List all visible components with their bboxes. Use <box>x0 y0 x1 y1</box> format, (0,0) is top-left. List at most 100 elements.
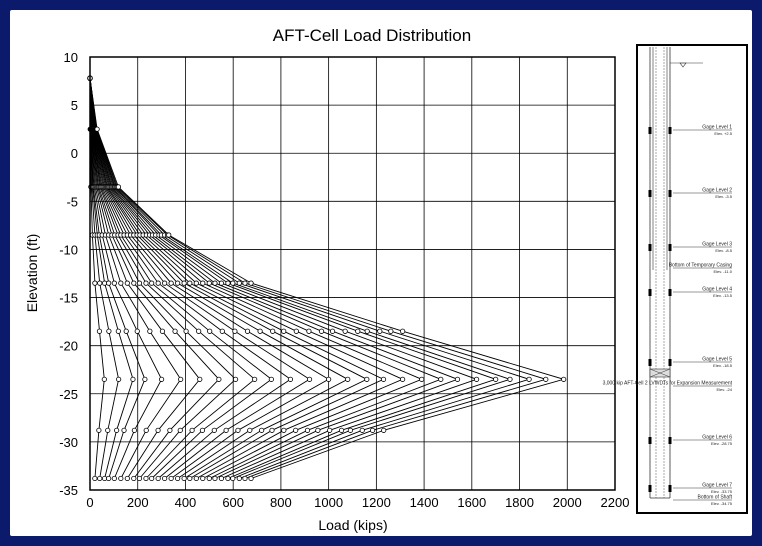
data-point <box>526 376 532 382</box>
data-point <box>167 427 173 433</box>
data-point <box>118 475 124 482</box>
x-tick-label: 0 <box>86 495 93 510</box>
y-tick-label: 5 <box>71 98 78 113</box>
data-point <box>244 328 251 334</box>
data-point <box>131 475 137 482</box>
data-point <box>149 475 155 482</box>
gage-label: Bottom of Temporary Casing <box>669 263 732 269</box>
data-point <box>136 280 143 286</box>
data-point <box>143 427 149 433</box>
x-tick-labels: 0 200 400 600 800 1000 1200 1400 1600 1800 2000 220… <box>86 495 629 510</box>
gage-mark <box>648 485 652 492</box>
figure-frame: AFT-Cell Load Distribution 0 200 400 600 800… <box>10 10 752 536</box>
data-point <box>259 427 265 433</box>
data-point <box>493 376 499 382</box>
data-point <box>155 280 161 286</box>
data-point <box>342 328 348 334</box>
data-point <box>388 328 394 334</box>
data-point <box>364 376 370 382</box>
data-point <box>223 427 229 433</box>
elevation-label: Elev. -24 <box>717 387 733 392</box>
data-point <box>235 427 241 433</box>
load-curve <box>89 78 237 479</box>
data-point <box>96 427 102 433</box>
data-point <box>212 280 218 286</box>
data-point <box>400 328 406 334</box>
data-point <box>345 376 351 382</box>
data-point <box>149 280 155 286</box>
y-tick-label: 0 <box>71 146 78 161</box>
elevation-label: Elev. -13.5 <box>713 293 733 298</box>
gage-mark <box>668 359 672 366</box>
data-point <box>136 475 143 482</box>
data-point <box>124 475 130 482</box>
gage-mark <box>668 127 672 134</box>
data-point <box>177 427 183 433</box>
elevation-label: Elev. -11.0 <box>713 269 732 274</box>
x-tick-label: 1000 <box>314 495 343 510</box>
data-point <box>281 328 287 334</box>
x-tick-label: 1800 <box>505 495 534 510</box>
data-point <box>123 328 129 334</box>
data-point <box>130 376 136 382</box>
data-point <box>369 427 376 433</box>
data-point <box>327 427 333 433</box>
data-point <box>118 280 124 286</box>
data-point <box>268 376 274 382</box>
data-point <box>269 427 275 433</box>
data-point <box>248 280 254 286</box>
data-point <box>543 376 549 382</box>
data-point <box>159 328 166 334</box>
y-tick-label: -15 <box>59 291 78 306</box>
x-tick-label: 2000 <box>553 495 582 510</box>
data-point <box>106 475 112 482</box>
gage-mark <box>668 244 672 251</box>
data-point <box>168 280 174 286</box>
data-point <box>115 184 122 190</box>
data-point <box>236 280 242 286</box>
data-point <box>178 376 184 382</box>
data-point <box>326 376 332 382</box>
y-tick-label: -20 <box>59 339 78 354</box>
data-point <box>162 280 168 286</box>
gage-label: Gage Level 6 <box>702 435 732 441</box>
gage-markers <box>87 75 567 482</box>
data-point <box>193 475 199 482</box>
load-distribution-chart: AFT-Cell Load Distribution 0 200 400 600 800… <box>24 26 748 533</box>
water-level-icon <box>679 62 687 68</box>
x-tick-label: 1200 <box>362 495 391 510</box>
data-point <box>111 280 117 286</box>
y-tick-label: -30 <box>59 435 78 450</box>
x-tick-label: 800 <box>270 495 292 510</box>
load-curve <box>89 78 311 479</box>
data-point <box>200 475 206 482</box>
data-point <box>116 376 122 382</box>
data-point <box>293 427 299 433</box>
gage-mark <box>668 485 672 492</box>
data-point <box>242 280 248 286</box>
gage-label: Gage Level 7 <box>702 483 732 489</box>
x-tick-label: 400 <box>175 495 197 510</box>
y-tick-label: -5 <box>66 194 78 209</box>
gage-label: Gage Level 5 <box>702 357 732 363</box>
data-point <box>147 328 153 334</box>
data-point <box>158 376 165 382</box>
data-point <box>199 427 206 433</box>
load-curve <box>89 78 512 479</box>
data-point <box>236 475 242 482</box>
data-point <box>131 280 137 286</box>
gage-mark <box>648 289 652 296</box>
data-point <box>355 328 361 334</box>
data-point <box>168 475 174 482</box>
data-point <box>97 280 103 286</box>
data-point <box>232 376 239 382</box>
data-point <box>438 376 444 382</box>
elevation-label: Elev. -3.5 <box>715 194 732 199</box>
y-tick-label: 10 <box>64 50 78 65</box>
gage-mark <box>668 437 672 444</box>
data-point <box>134 328 140 334</box>
data-point <box>400 376 406 382</box>
data-point <box>197 376 203 382</box>
data-point <box>183 328 189 334</box>
